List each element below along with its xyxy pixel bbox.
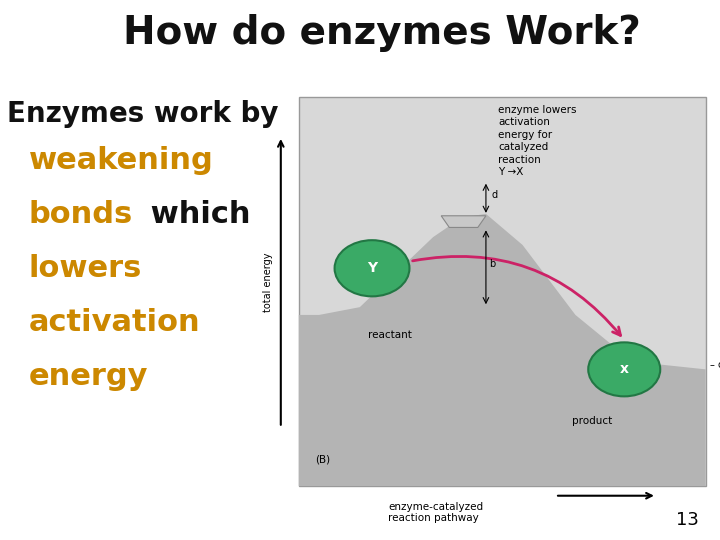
Text: product: product <box>572 416 612 426</box>
Text: total energy: total energy <box>263 252 273 312</box>
Text: lowers: lowers <box>29 254 142 283</box>
Text: enzyme-catalyzed
reaction pathway: enzyme-catalyzed reaction pathway <box>388 502 483 523</box>
Text: energy: energy <box>29 362 148 391</box>
Text: d: d <box>492 190 498 200</box>
Text: b: b <box>490 259 496 269</box>
Text: (B): (B) <box>315 455 330 464</box>
Text: Enzymes work by: Enzymes work by <box>7 100 279 128</box>
Text: How do enzymes Work?: How do enzymes Work? <box>122 14 641 51</box>
Text: weakening: weakening <box>29 146 214 175</box>
Text: bonds: bonds <box>29 200 133 229</box>
Text: – c: – c <box>710 361 720 370</box>
Text: x: x <box>620 362 629 376</box>
Circle shape <box>588 342 660 396</box>
Circle shape <box>335 240 410 296</box>
Text: enzyme lowers
activation
energy for
catalyzed
reaction
Y →X: enzyme lowers activation energy for cata… <box>498 105 577 177</box>
Text: reactant: reactant <box>368 330 412 341</box>
Text: Y: Y <box>367 261 377 275</box>
Polygon shape <box>299 214 706 486</box>
FancyBboxPatch shape <box>299 97 706 486</box>
Polygon shape <box>441 216 486 227</box>
FancyArrowPatch shape <box>413 256 621 335</box>
Text: 13: 13 <box>675 511 698 529</box>
Text: activation: activation <box>29 308 200 337</box>
Text: which: which <box>140 200 251 229</box>
